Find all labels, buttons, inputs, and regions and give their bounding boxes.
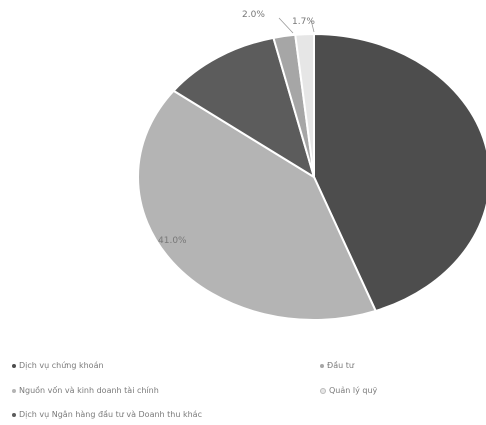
pie-slice-0: [313, 32, 486, 313]
data-label-1-7: 1.7%: [292, 17, 315, 27]
pie-chart: 2.0% 1.7% 41.0%: [137, 10, 486, 321]
legend-label: Dịch vụ Ngân hàng đầu tư và Doanh thu kh…: [19, 410, 202, 419]
legend-label: Nguồn vốn và kinh doanh tài chính: [19, 386, 159, 395]
legend-item-ngan-hang-dau-tu: Dịch vụ Ngân hàng đầu tư và Doanh thu kh…: [12, 410, 202, 419]
legend-marker: [320, 363, 324, 368]
legend-marker: [12, 412, 16, 417]
legend-label: Quản lý quỹ: [329, 386, 378, 395]
legend-marker: [12, 363, 16, 368]
pie-slice-4: [294, 32, 315, 178]
legend-marker: [12, 388, 16, 393]
data-label-41-0: 41.0%: [158, 236, 187, 246]
legend-label: Dịch vụ chứng khoán: [19, 361, 104, 370]
leader-line-2-0: [278, 17, 294, 34]
data-label-2-0: 2.0%: [242, 10, 265, 20]
pie-slice-2: [172, 36, 316, 180]
pie-slice-1: [137, 89, 378, 321]
legend-item-chung-khoan: Dịch vụ chứng khoán: [12, 361, 104, 370]
legend-item-nguon-von: Nguồn vốn và kinh doanh tài chính: [12, 386, 159, 395]
leader-line-1-7: [310, 19, 315, 33]
legend-item-dau-tu: Đầu tư: [320, 361, 354, 370]
legend-item-quan-ly-quy: Quản lý quỹ: [320, 386, 377, 395]
legend-label: Đầu tư: [327, 361, 354, 370]
legend-marker: [320, 387, 326, 394]
